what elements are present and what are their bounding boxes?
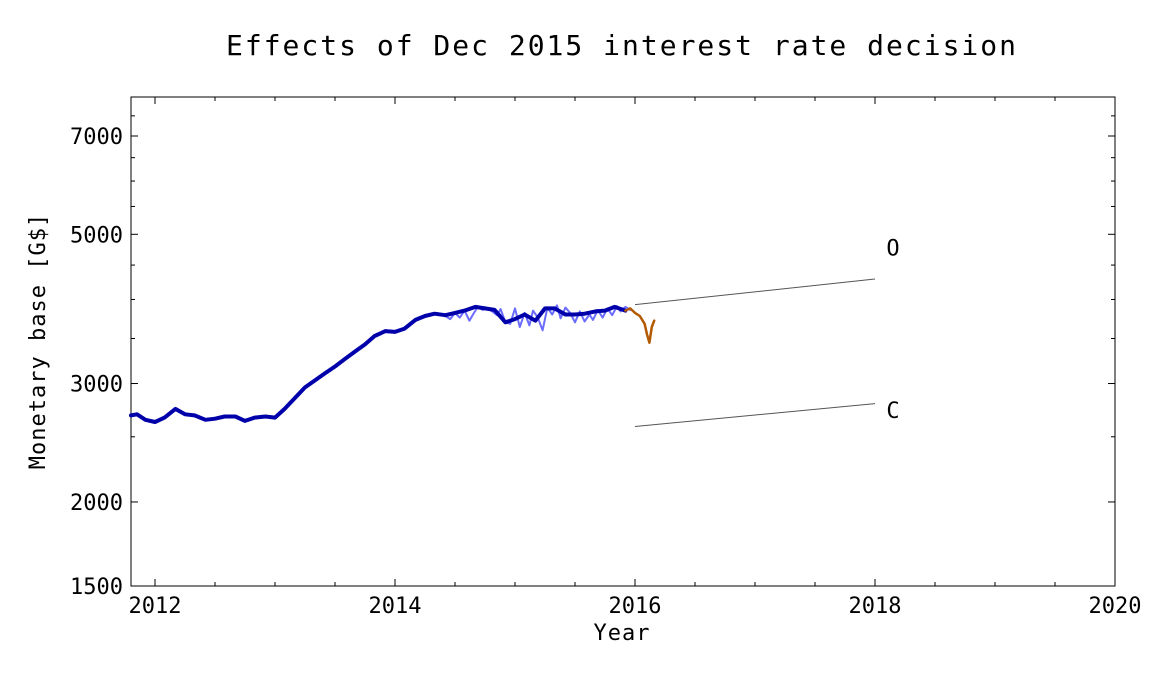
x-tick-label: 2014 <box>369 594 422 619</box>
y-axis-label: Monetary base [G$] <box>26 213 51 469</box>
annotation-line <box>634 403 876 427</box>
annotation-line <box>634 278 876 306</box>
y-tick-label: 3000 <box>70 373 123 398</box>
plot-frame <box>130 96 1116 587</box>
series-line-recent <box>624 307 656 344</box>
x-tick-label: 2012 <box>129 594 182 619</box>
y-tick-label: 5000 <box>70 223 123 248</box>
x-tick-label: 2018 <box>849 594 902 619</box>
x-tick-label: 2016 <box>609 594 662 619</box>
x-axis-label: Year <box>594 621 651 646</box>
y-tick-label: 2000 <box>70 491 123 516</box>
axis-ticks: 2012 2014 2016 2018 2020 1500 2000 3000 5000 7000 <box>70 97 1141 619</box>
series-line-historical-monthly <box>129 304 628 424</box>
chart-title: Effects of Dec 2015 interest rate decisi… <box>226 29 1018 62</box>
x-tick-label: 2020 <box>1089 594 1142 619</box>
y-tick-label: 1500 <box>70 575 123 600</box>
y-tick-label: 7000 <box>70 125 123 150</box>
series-group <box>129 304 656 424</box>
annotation-label: C <box>886 399 899 424</box>
annotation-label: O <box>886 236 899 261</box>
annotations: OC <box>634 236 900 427</box>
